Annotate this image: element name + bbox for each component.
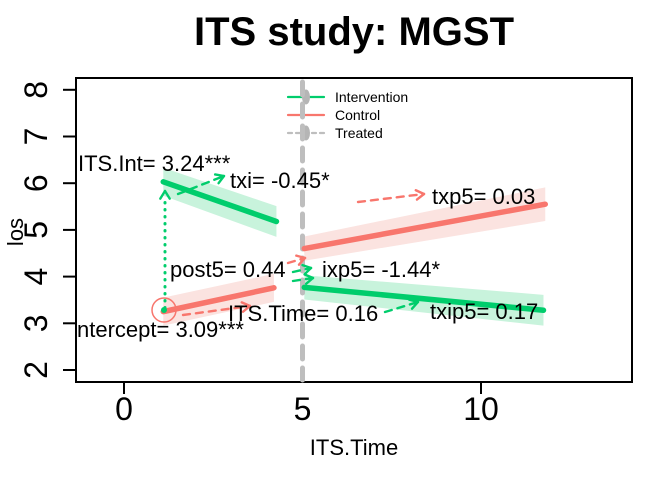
- coefficient-label: ixp5= -1.44*: [322, 257, 440, 282]
- coefficient-label: txp5= 0.03: [432, 184, 535, 209]
- y-tick-label: 6: [18, 174, 54, 192]
- arrowhead: [297, 256, 307, 266]
- arrowhead: [159, 189, 167, 200]
- arrowhead: [213, 173, 226, 178]
- y-tick-label: 3: [18, 314, 54, 332]
- intercept-circle: [151, 297, 177, 323]
- coefficient-label: post5= 0.44: [170, 257, 286, 282]
- y-axis-label: los: [3, 217, 28, 247]
- coef-arrow: [291, 276, 315, 283]
- arrowhead: [410, 300, 420, 310]
- chart-title: ITS study: MGST: [194, 10, 514, 54]
- coef-arrow: [383, 300, 420, 314]
- arrowhead: [217, 174, 226, 185]
- plot-box: [75, 77, 633, 383]
- regression-line: [160, 285, 277, 315]
- coefficient-label: ITS.Int= 3.24***: [78, 151, 231, 176]
- legend-item-intervention: Intervention: [335, 89, 408, 105]
- arrowhead: [303, 266, 313, 276]
- x-tick-label: 0: [115, 391, 133, 427]
- coef-arrow: [286, 256, 307, 265]
- arrowhead: [240, 301, 252, 308]
- x-tick-label: 10: [463, 391, 499, 427]
- x-tick-label: 5: [294, 391, 312, 427]
- coef-arrow: [356, 192, 426, 204]
- y-tick-label: 7: [18, 128, 54, 146]
- coefficient-label: txip5= 0.17: [430, 299, 538, 324]
- intercept-point: [161, 307, 167, 313]
- y-tick-label: 2: [18, 361, 54, 379]
- arrowhead: [304, 276, 315, 285]
- x-axis-label: ITS.Time: [309, 435, 399, 460]
- arrowhead: [295, 254, 307, 260]
- coef-arrow: [176, 174, 226, 196]
- coefficient-label: txi= -0.45*: [230, 168, 330, 193]
- regression-line: [160, 179, 280, 225]
- legend-item-treated: Treated: [335, 125, 383, 141]
- arrowhead: [301, 263, 313, 270]
- coef-arrow: [291, 266, 313, 274]
- coefficient-label: ITS.Time= 0.16: [228, 301, 378, 326]
- legend-item-control: Control: [335, 107, 380, 123]
- regression-line: [301, 201, 549, 252]
- arrowhead: [303, 273, 315, 280]
- coefficient-label: ntercept= 3.09***: [77, 317, 244, 342]
- coef-arrow: [181, 304, 252, 317]
- y-tick-label: 8: [18, 81, 54, 99]
- arrowhead: [415, 192, 426, 201]
- y-tick-label: 4: [18, 268, 54, 286]
- arrowhead: [408, 298, 420, 304]
- y-tick-label: 5: [18, 221, 54, 239]
- arrowhead: [414, 189, 426, 196]
- regression-line: [301, 284, 547, 313]
- arrowhead: [163, 189, 171, 200]
- arrowhead: [241, 304, 252, 313]
